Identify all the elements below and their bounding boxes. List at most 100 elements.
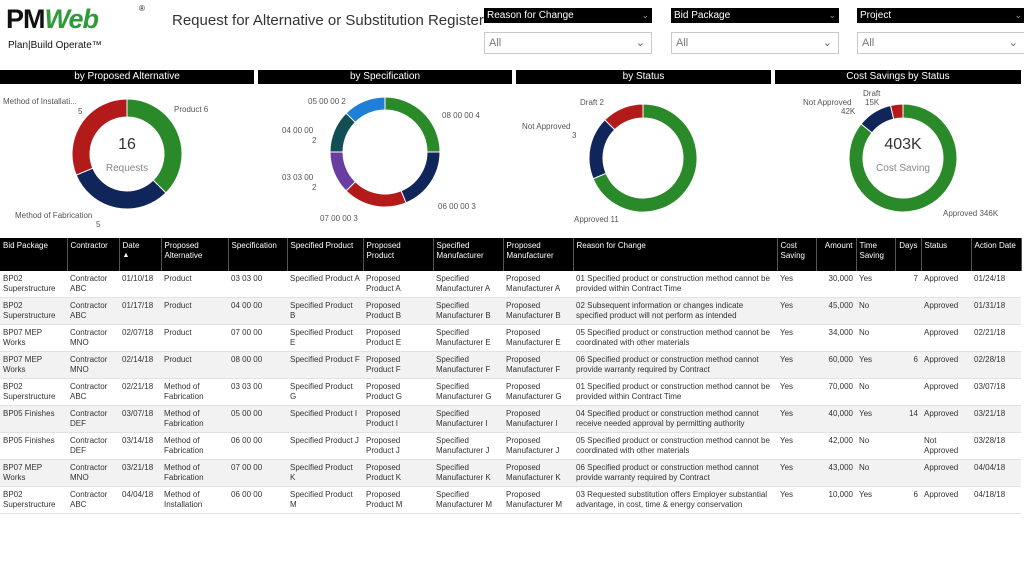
donut-slice-05-00-00[interactable] (345, 96, 386, 124)
donut-slice-draft[interactable] (889, 103, 904, 120)
cell-specification: 08 00 00 (228, 351, 287, 379)
col-specified-manufacturer[interactable]: Specified Manufacturer (433, 238, 504, 271)
col-status[interactable]: Status (921, 238, 972, 271)
donut-slice-07-00-00[interactable] (345, 180, 407, 208)
cell-cost-saving: Yes (777, 297, 816, 325)
cell-bid-package: BP05 Finishes (0, 405, 67, 433)
chevron-down-icon[interactable]: ⌄ (641, 10, 649, 20)
label-savings-not-approved-value: 42K (841, 107, 856, 116)
donut-slice-08-00-00[interactable] (384, 96, 441, 153)
cell-action-date: 03/07/18 (971, 378, 1021, 406)
cell-contractor: Contractor ABC (67, 486, 119, 514)
cell-days (895, 432, 921, 460)
label-spec-07-00-00: 07 00 00 3 (320, 214, 358, 223)
col-cost-saving[interactable]: Cost Saving (777, 238, 817, 271)
chevron-down-icon[interactable]: ⌄ (828, 10, 836, 20)
col-reason-for-change[interactable]: Reason for Change (573, 238, 778, 271)
cell-specification: 07 00 00 (228, 324, 287, 352)
cell-reason-for-change: 01 Specified product or construction met… (573, 271, 777, 298)
cell-proposed-product: Proposed Product B (363, 297, 433, 325)
cell-date: 02/14/18 (119, 351, 161, 379)
cell-reason-for-change: 04 Specified product or construction met… (573, 405, 777, 433)
label-product: Product 6 (174, 105, 209, 114)
cell-amount: 60,000 (816, 351, 856, 379)
col-action-date[interactable]: Action Date (971, 238, 1022, 271)
table-row[interactable]: BP05 Finishes Contractor DEF 03/07/18 Metho… (0, 405, 1021, 433)
cell-contractor: Contractor MNO (67, 351, 119, 379)
cell-bid-package: BP02 Superstructure (0, 297, 67, 325)
alternative-donut-svg (71, 98, 183, 210)
col-days[interactable]: Days (895, 238, 922, 271)
donut-slice-draft[interactable] (604, 103, 644, 131)
col-specified-product[interactable]: Specified Product (287, 238, 364, 271)
chevron-down-icon: ⌄ (635, 37, 645, 49)
col-proposed-alternative[interactable]: Proposed Alternative (161, 238, 229, 271)
col-bid-package[interactable]: Bid Package (0, 238, 68, 271)
panel-title-specification: by Specification (258, 70, 512, 84)
cell-proposed-product: Proposed Product J (363, 432, 433, 460)
cell-reason-for-change: 05 Specified product or construction met… (573, 432, 777, 460)
cell-action-date: 04/18/18 (971, 486, 1021, 514)
register-table: Bid Package Contractor Date ▲ Proposed Al… (0, 238, 1022, 514)
cell-proposed-manufacturer: Proposed Manufacturer A (503, 271, 573, 298)
cell-cost-saving: Yes (777, 459, 816, 487)
col-specification[interactable]: Specification (228, 238, 288, 271)
label-savings-not-approved: Not Approved (803, 98, 852, 107)
panel-title-savings: Cost Savings by Status (775, 70, 1021, 84)
cell-proposed-alternative: Product (161, 351, 228, 379)
cell-bid-package: BP07 MEP Works (0, 351, 67, 379)
cell-action-date: 04/04/18 (971, 459, 1021, 487)
col-date[interactable]: Date ▲ (119, 238, 162, 271)
donut-slice-approved[interactable] (592, 103, 698, 213)
cell-date: 03/14/18 (119, 432, 161, 460)
cell-reason-for-change: 05 Specified product or construction met… (573, 324, 777, 352)
project-dropdown[interactable]: All ⌄ (857, 32, 1024, 54)
cell-proposed-manufacturer: Proposed Manufacturer J (503, 432, 573, 460)
table-row[interactable]: BP07 MEP Works Contractor MNO 03/21/18 Meth… (0, 459, 1021, 487)
table-row[interactable]: BP02 Superstructure Contractor ABC 02/21/1… (0, 378, 1021, 406)
cell-specification: 05 00 00 (228, 405, 287, 433)
donut-slice-method-of-fabrication[interactable] (75, 167, 167, 210)
cell-action-date: 03/21/18 (971, 405, 1021, 433)
table-row[interactable]: BP07 MEP Works Contractor MNO 02/14/18 Prod… (0, 351, 1021, 379)
label-savings-approved: Approved 346K (943, 209, 999, 218)
cell-contractor: Contractor ABC (67, 297, 119, 325)
donut-slice-not-approved[interactable] (588, 119, 616, 180)
table-row[interactable]: BP02 Superstructure Contractor ABC 01/17/1… (0, 297, 1021, 325)
cell-specified-manufacturer: Specified Manufacturer J (433, 432, 503, 460)
donut-slice-approved[interactable] (848, 103, 958, 213)
cell-reason-for-change: 02 Subsequent information or changes ind… (573, 297, 777, 325)
donut-slice-06-00-00[interactable] (400, 151, 441, 204)
cost-saving-caption: Cost Saving (876, 163, 930, 174)
cell-bid-package: BP02 Superstructure (0, 486, 67, 514)
col-proposed-manufacturer[interactable]: Proposed Manufacturer (503, 238, 574, 271)
bid-package-dropdown[interactable]: All ⌄ (671, 32, 839, 54)
col-proposed-product[interactable]: Proposed Product (363, 238, 434, 271)
cell-date: 03/21/18 (119, 459, 161, 487)
cell-cost-saving: Yes (777, 378, 816, 406)
status-donut-chart: Draft 2 Not Approved 3 Approved 11 (518, 84, 768, 234)
chevron-down-icon[interactable]: ⌄ (1014, 10, 1022, 20)
cell-proposed-manufacturer: Proposed Manufacturer B (503, 297, 573, 325)
cell-specified-product: Specified Product A (287, 271, 363, 298)
table-row[interactable]: BP05 Finishes Contractor DEF 03/14/18 Metho… (0, 432, 1021, 460)
col-amount[interactable]: Amount (816, 238, 857, 271)
cell-amount: 42,000 (816, 432, 856, 460)
reason-for-change-dropdown[interactable]: All ⌄ (484, 32, 652, 54)
cell-time-saving: No (856, 432, 895, 460)
cell-specification: 04 00 00 (228, 297, 287, 325)
col-contractor[interactable]: Contractor (67, 238, 120, 271)
request-count-caption: Requests (105, 163, 149, 174)
cell-specified-manufacturer: Specified Manufacturer A (433, 271, 503, 298)
donut-slice-03-03-00[interactable] (329, 151, 357, 192)
cell-date: 02/21/18 (119, 378, 161, 406)
cell-specification: 03 03 00 (228, 378, 287, 406)
cell-days (895, 459, 921, 487)
donut-slice-method-of-installation[interactable] (71, 98, 128, 176)
col-time-saving[interactable]: Time Saving (856, 238, 896, 271)
table-row[interactable]: BP02 Superstructure Contractor ABC 04/04/1… (0, 486, 1021, 514)
panel-title-alternative: by Proposed Alternative (0, 70, 254, 84)
specification-donut-svg (329, 96, 441, 208)
table-row[interactable]: BP07 MEP Works Contractor MNO 02/07/18 Prod… (0, 324, 1021, 352)
table-row[interactable]: BP02 Superstructure Contractor ABC 01/10/1… (0, 271, 1021, 298)
